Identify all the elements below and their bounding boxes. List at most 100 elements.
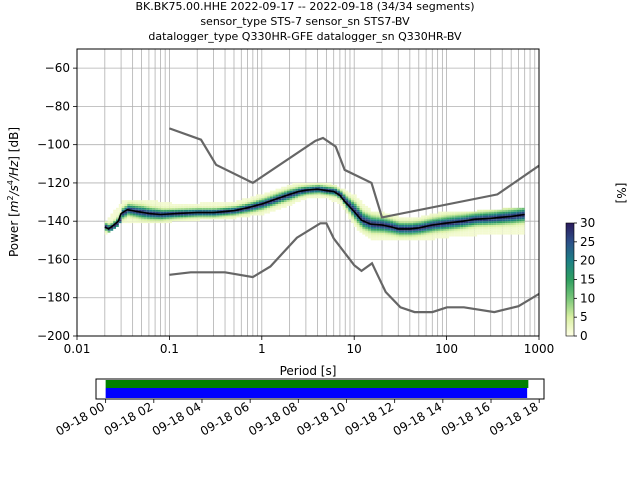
density-cell [283,190,287,193]
density-cell [146,217,150,220]
density-cell [269,198,273,201]
density-cell [149,209,153,212]
density-cell [255,213,259,216]
density-cell [488,211,492,214]
density-cell [407,238,410,241]
density-cell [437,230,441,233]
density-cell [412,219,416,222]
x-axis-ticks: 0.01 0.1 1 10 100 1000 [64,336,554,356]
density-cell [202,217,206,220]
density-cell [160,221,164,224]
density-cell [110,221,114,224]
density-cell [130,215,133,218]
density-cell [225,215,228,218]
density-cell [521,232,525,235]
density-cell [199,202,203,204]
density-cell [477,223,480,226]
density-cell [110,217,114,220]
density-cell [222,203,226,206]
density-cell [185,207,189,210]
density-cell [376,230,380,233]
density-cell [460,234,464,237]
density-cell [174,207,178,210]
density-cell [337,192,340,195]
density-cell [384,221,388,224]
density-cell [171,215,175,218]
density-cell [135,213,139,216]
density-cell [443,226,447,229]
density-cell [521,223,525,226]
density-cell [177,209,181,212]
density-cell [199,205,203,208]
density-cell [426,232,430,235]
density-cell [502,221,506,224]
density-cell [393,228,396,231]
density-cell [202,202,206,204]
x-tick-label: 10 [347,342,362,356]
density-cell [516,230,520,233]
density-cell [272,190,276,193]
density-cell [138,221,142,224]
density-cell [264,194,268,197]
density-cell [174,211,178,214]
density-cell [429,236,433,239]
density-cell [118,203,122,206]
density-cell [331,184,335,187]
density-cell [437,211,441,214]
density-cell [127,219,131,222]
density-cell [421,219,424,222]
density-cell [244,203,248,206]
density-cell [365,211,368,214]
density-cell [407,232,410,235]
density-cell [493,211,497,214]
density-cell [163,207,167,210]
density-cell [353,219,357,222]
density-cell [449,213,452,216]
density-cell [432,217,436,220]
density-cell [283,205,287,208]
density-cell [468,226,472,229]
density-cell [118,219,122,222]
density-cell [376,226,380,229]
density-cell [496,232,500,235]
density-cell [157,205,161,208]
density-cell [138,200,142,203]
density-cell [166,221,170,224]
density-cell [328,198,332,201]
density-cell [317,182,321,185]
curves [104,127,539,314]
density-cell [110,219,114,222]
density-cell [334,186,338,189]
density-cell [485,213,489,216]
density-cell [152,200,156,203]
density-cell [477,213,480,216]
density-cell [379,228,382,231]
y-tick-label: −80 [45,99,70,113]
density-cell [345,198,349,201]
density-cell [244,202,248,204]
density-cell [488,226,492,229]
title-line-3: datalogger_type Q330HR-GFE datalogger_sn… [148,30,462,43]
density-cell [510,223,514,226]
density-cell [407,228,410,231]
density-cell [180,205,184,208]
density-cell [471,221,475,224]
density-cell [188,205,192,208]
density-cell [353,196,357,199]
density-cell [409,219,413,222]
density-cell [460,211,464,214]
density-cell [370,226,374,229]
density-cell [367,236,371,239]
density-cell [171,219,175,222]
density-cell [435,215,438,218]
density-cell [261,203,265,206]
density-cell [370,232,374,235]
density-cell [359,207,363,210]
density-cell [401,225,405,227]
density-cell [127,221,131,224]
density-cell [485,230,489,233]
density-cell [496,219,500,222]
density-cell [379,219,382,222]
density-cell [348,209,352,212]
